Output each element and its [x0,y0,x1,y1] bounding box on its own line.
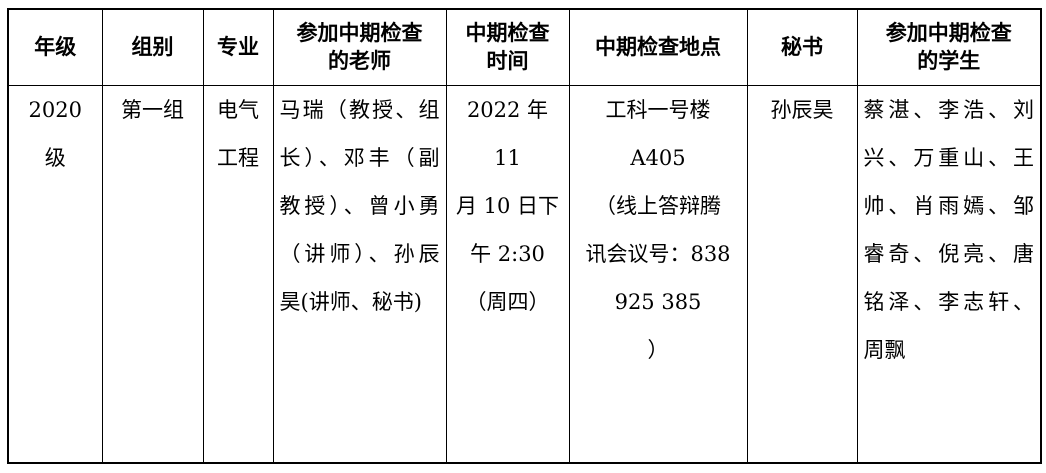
cell-teachers: 马瑞（教授、组 长）、邓丰（副 教授）、曾小勇 （讲师）、孙辰 昊(讲师、秘书) [272,84,447,464]
data-row: 2020 级 第一组 电气 工程 马瑞（教授、组 长）、邓丰（副 教授）、曾小勇 （讲师… [7,84,1042,464]
header-cell-group: 组别 [101,8,204,86]
header-cell-grade: 年级 [7,8,103,86]
cell-grade: 2020 级 [7,84,103,464]
cell-major: 电气 工程 [202,84,274,464]
header-cell-students: 参加中期检查 的学生 [856,8,1042,86]
cell-time: 2022 年 11 月 10 日下午 2:30 （周四） [445,84,570,464]
midterm-check-table: 年级 组别 专业 参加中期检查 的老师 中期检查 时间 中期检查地点 秘书 参加中期… [7,8,1042,464]
cell-students: 蔡湛、李浩、刘 兴、万重山、王 帅、肖雨嫣、邹 睿奇、倪亮、唐 铭泽、李志轩、 周飘 [856,84,1042,464]
cell-location: 工科一号楼 A405 （线上答辩腾 讯会议号：838 925 385） [568,84,748,464]
cell-group: 第一组 [101,84,204,464]
header-cell-major: 专业 [202,8,274,86]
header-cell-secretary: 秘书 [746,8,858,86]
header-cell-location: 中期检查地点 [568,8,748,86]
header-row: 年级 组别 专业 参加中期检查 的老师 中期检查 时间 中期检查地点 秘书 参加中期… [7,8,1042,86]
header-cell-time: 中期检查 时间 [445,8,570,86]
cell-secretary: 孙辰昊 [746,84,858,464]
header-cell-teachers: 参加中期检查 的老师 [272,8,447,86]
